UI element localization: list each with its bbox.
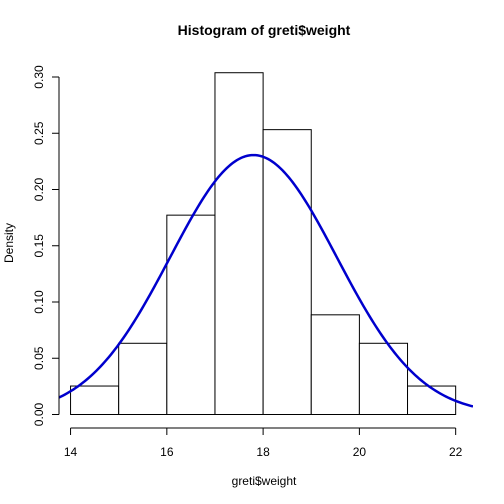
y-tick-label: 0.05 [32,346,46,370]
x-tick-label: 14 [64,445,78,459]
histogram-bars [70,72,457,416]
y-tick-label: 0.10 [32,290,46,314]
y-tick-label: 0.15 [32,234,46,258]
histogram-bar-5 [262,129,312,415]
y-tick-label: 0.25 [32,121,46,145]
y-tick-label: 0.30 [32,65,46,89]
histogram-bar-8 [407,385,457,416]
y-axis-label: Density [2,223,16,263]
histogram-bar-4 [214,72,264,415]
x-axis: 14 16 18 20 22 [64,427,463,459]
normal-density-curve [59,153,473,408]
y-axis: 0.00 0.05 0.10 0.15 0.20 0.25 0.30 [32,65,60,426]
x-tick-label: 20 [353,445,367,459]
y-tick-label: 0.00 [32,402,46,426]
chart-title: Histogram of greti$weight [178,22,351,38]
x-axis-label: greti$weight [232,474,297,488]
y-tick-label: 0.20 [32,177,46,201]
histogram-bar-7 [358,342,409,416]
histogram-bar-2 [118,342,168,416]
histogram-bar-3 [166,214,216,415]
x-tick-label: 16 [160,445,174,459]
density-curve-layer [59,153,473,408]
histogram-bar-1 [70,385,120,416]
x-tick-label: 18 [256,445,270,459]
histogram-bar-6 [310,314,360,416]
x-tick-label: 22 [449,445,463,459]
